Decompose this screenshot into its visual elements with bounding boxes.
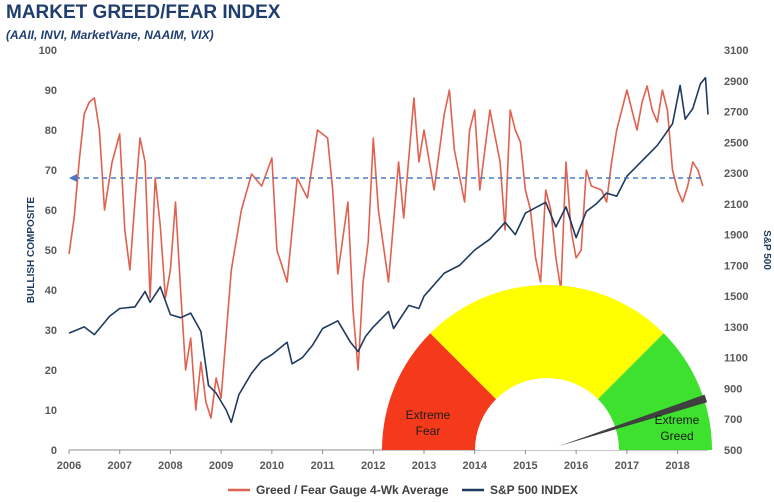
- x-tick-label: 2006: [57, 460, 81, 472]
- x-tick-label: 2013: [412, 460, 436, 472]
- greed-fear-series-line: [68, 85, 704, 419]
- right-tick-label: 1500: [724, 291, 748, 303]
- sp500-series-line: [68, 76, 709, 424]
- right-tick-label: 700: [724, 414, 742, 426]
- x-tick-label: 2017: [615, 460, 639, 472]
- right-tick-label: 2500: [724, 137, 748, 149]
- right-tick-label: 1900: [724, 230, 748, 242]
- left-tick-label: 50: [45, 245, 57, 257]
- x-tick-label: 2014: [462, 460, 487, 472]
- right-tick-label: 1300: [724, 322, 748, 334]
- gauge-needle: [558, 394, 708, 447]
- y-axis-label-right: S&P 500: [761, 230, 772, 270]
- right-tick-label: 1700: [724, 260, 748, 272]
- left-tick-label: 10: [45, 405, 57, 417]
- gauge-fear-label: Extreme Fear: [406, 408, 451, 438]
- gauge-neutral-segment: [430, 284, 664, 450]
- x-tick-label: 2018: [665, 460, 689, 472]
- left-tick-label: 0: [51, 445, 57, 457]
- right-tick-label: 900: [724, 383, 742, 395]
- gauge-inner-hub: [475, 378, 619, 450]
- x-tick-label: 2009: [209, 460, 233, 472]
- right-tick-label: 2100: [724, 199, 748, 211]
- y-axis-label-left: BULLISH COMPOSITE: [26, 197, 37, 303]
- x-tick-label: 2007: [107, 460, 131, 472]
- right-tick-label: 500: [724, 445, 742, 457]
- right-tick-label: 2300: [724, 168, 748, 180]
- left-tick-label: 40: [45, 285, 57, 297]
- left-tick-label: 60: [45, 205, 57, 217]
- left-tick-label: 80: [45, 125, 57, 137]
- reference-arrow-icon: [69, 174, 77, 182]
- chart-title: MARKET GREED/FEAR INDEX: [6, 2, 281, 23]
- legend-greed-fear-label: Greed / Fear Gauge 4-Wk Average: [256, 483, 449, 497]
- x-tick-label: 2012: [361, 460, 385, 472]
- x-tick-label: 2010: [260, 460, 284, 472]
- left-tick-label: 90: [45, 85, 57, 97]
- x-tick-label: 2015: [513, 460, 537, 472]
- right-tick-label: 2900: [724, 76, 748, 88]
- left-tick-label: 100: [39, 45, 57, 57]
- left-tick-label: 30: [45, 325, 57, 337]
- left-tick-label: 70: [45, 165, 57, 177]
- legend-sp500-label: S&P 500 INDEX: [490, 483, 578, 497]
- x-tick-label: 2011: [311, 460, 335, 472]
- x-tick-label: 2008: [158, 460, 182, 472]
- left-tick-label: 20: [45, 365, 57, 377]
- right-tick-label: 3100: [724, 45, 748, 57]
- gauge-greed-label: Extreme Greed: [655, 413, 700, 443]
- x-tick-label: 2016: [564, 460, 588, 472]
- chart-subtitle: (AAII, INVI, MarketVane, NAAIM, VIX): [6, 28, 214, 42]
- right-tick-label: 2700: [724, 107, 748, 119]
- right-tick-label: 1100: [724, 353, 748, 365]
